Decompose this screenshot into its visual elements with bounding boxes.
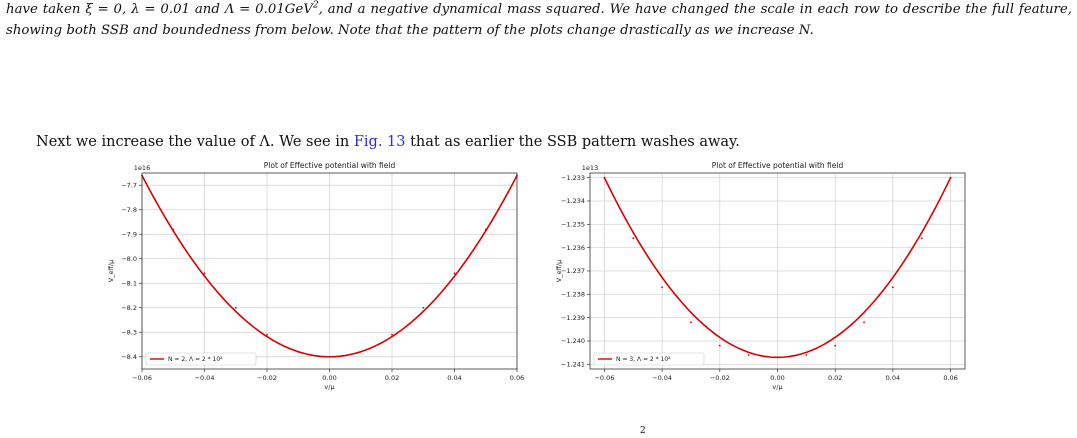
- x-tick-label: 0.06: [510, 374, 524, 382]
- axis-offset-label: 1e13: [582, 164, 598, 172]
- y-tick-label: −8.3: [121, 328, 137, 336]
- x-tick-label: −0.06: [132, 374, 152, 382]
- y-tick-label: −7.8: [121, 206, 137, 214]
- y-tick-label: −1.238: [561, 291, 585, 299]
- legend-box: [145, 352, 257, 366]
- data-point: [891, 286, 894, 289]
- x-tick-label: 0.04: [447, 374, 461, 382]
- axis-offset-label: 1e16: [134, 164, 150, 172]
- chart-svg: −0.06 −0.04 −0.02 0.00 0.02 0.04 0.06 −1.241 −1.…: [555, 161, 966, 391]
- data-point: [632, 237, 635, 240]
- data-point: [203, 272, 206, 275]
- x-tick-label: −0.06: [594, 374, 614, 382]
- effective-potential-plot-n2: −0.06 −0.04 −0.02 0.00 0.02 0.04 0.06 −8.4 −8.3 −…: [105, 150, 525, 400]
- y-tick-label: −1.240: [561, 337, 585, 345]
- y-tick-label: −1.239: [561, 314, 585, 322]
- data-point: [690, 321, 692, 324]
- caption-segment: have taken ξ = 0, λ = 0.01 and Λ = 0.01G…: [6, 2, 313, 17]
- y-tick-label: −8.4: [121, 353, 137, 361]
- effective-potential-plot-n3: −0.06 −0.04 −0.02 0.00 0.02 0.04 0.06 −1.241 −1.…: [553, 150, 973, 400]
- figure-caption: have taken ξ = 0, λ = 0.01 and Λ = 0.01G…: [6, 0, 1072, 41]
- body-paragraph: Next we increase the value of Λ. We see …: [36, 132, 740, 152]
- x-tick-label: −0.04: [195, 374, 215, 382]
- chart-title: Plot of Effective potential with field: [264, 161, 396, 170]
- y-tick-label: −8.0: [121, 255, 137, 263]
- x-tick-label: −0.02: [710, 374, 730, 382]
- y-tick-label: −7.7: [121, 181, 137, 189]
- body-text-after: that as earlier the SSB pattern washes a…: [405, 134, 740, 150]
- data-point: [172, 228, 175, 231]
- data-point: [603, 176, 606, 179]
- legend-box: [593, 352, 705, 366]
- x-tick-label: −0.02: [257, 374, 277, 382]
- data-point: [805, 354, 808, 356]
- data-point: [359, 350, 362, 353]
- x-axis-label: v/μ: [324, 383, 334, 391]
- y-tick-label: −1.237: [561, 267, 585, 275]
- y-tick-label: −1.241: [561, 361, 585, 369]
- legend-entry: N = 2, Λ = 2 * 10²: [168, 356, 223, 363]
- caption-text: have taken ξ = 0, λ = 0.01 and Λ = 0.01G…: [6, 0, 1072, 41]
- caption-superscript: 2: [312, 0, 319, 11]
- chart-title: Plot of Effective potential with field: [712, 161, 844, 170]
- data-point: [718, 344, 721, 347]
- y-tick-label: −1.234: [561, 197, 585, 205]
- y-tick-label: −8.2: [121, 304, 137, 312]
- caption-segment: , and a negative dynamical mass squared.…: [6, 2, 1072, 38]
- x-axis-label: v/μ: [772, 383, 782, 391]
- chart-svg: −0.06 −0.04 −0.02 0.00 0.02 0.04 0.06 −8.4 −8.3 −…: [107, 161, 524, 391]
- caption-segment: .: [809, 22, 814, 38]
- data-point: [234, 306, 237, 309]
- data-point: [328, 355, 331, 358]
- data-point: [422, 306, 425, 309]
- x-tick-label: 0.04: [886, 374, 900, 382]
- data-point: [776, 356, 779, 359]
- y-tick-label: −1.235: [561, 221, 585, 229]
- x-tick-label: 0.02: [828, 374, 842, 382]
- y-tick-label: −1.233: [561, 174, 585, 182]
- x-tick-label: 0.06: [943, 374, 957, 382]
- data-point: [484, 228, 487, 231]
- data-point: [863, 321, 865, 324]
- legend-entry: N = 3, Λ = 2 * 10²: [616, 356, 671, 363]
- figure-reference-link[interactable]: Fig. 13: [353, 134, 406, 150]
- x-tick-label: −0.04: [652, 374, 672, 382]
- y-tick-label: −8.1: [121, 279, 137, 287]
- y-tick-label: −1.236: [561, 244, 585, 252]
- data-point: [949, 176, 952, 179]
- y-axis-label: V_eff/μ: [107, 260, 115, 283]
- data-point: [661, 286, 664, 289]
- y-axis-label: V_eff/μ: [555, 260, 563, 283]
- footer-fragment: 2: [640, 426, 646, 436]
- y-tick-label: −7.9: [121, 230, 137, 238]
- data-point: [297, 350, 300, 353]
- data-point: [920, 237, 923, 240]
- data-point: [453, 272, 456, 275]
- body-text-before: Next we increase the value of Λ. We see …: [36, 134, 354, 150]
- x-tick-label: 0.00: [322, 374, 336, 382]
- data-point: [391, 333, 393, 336]
- data-point: [834, 344, 837, 347]
- data-point: [747, 354, 750, 356]
- caption-segment: N: [798, 22, 810, 38]
- x-tick-label: 0.00: [770, 374, 784, 382]
- x-tick-label: 0.02: [385, 374, 399, 382]
- data-point: [266, 333, 268, 336]
